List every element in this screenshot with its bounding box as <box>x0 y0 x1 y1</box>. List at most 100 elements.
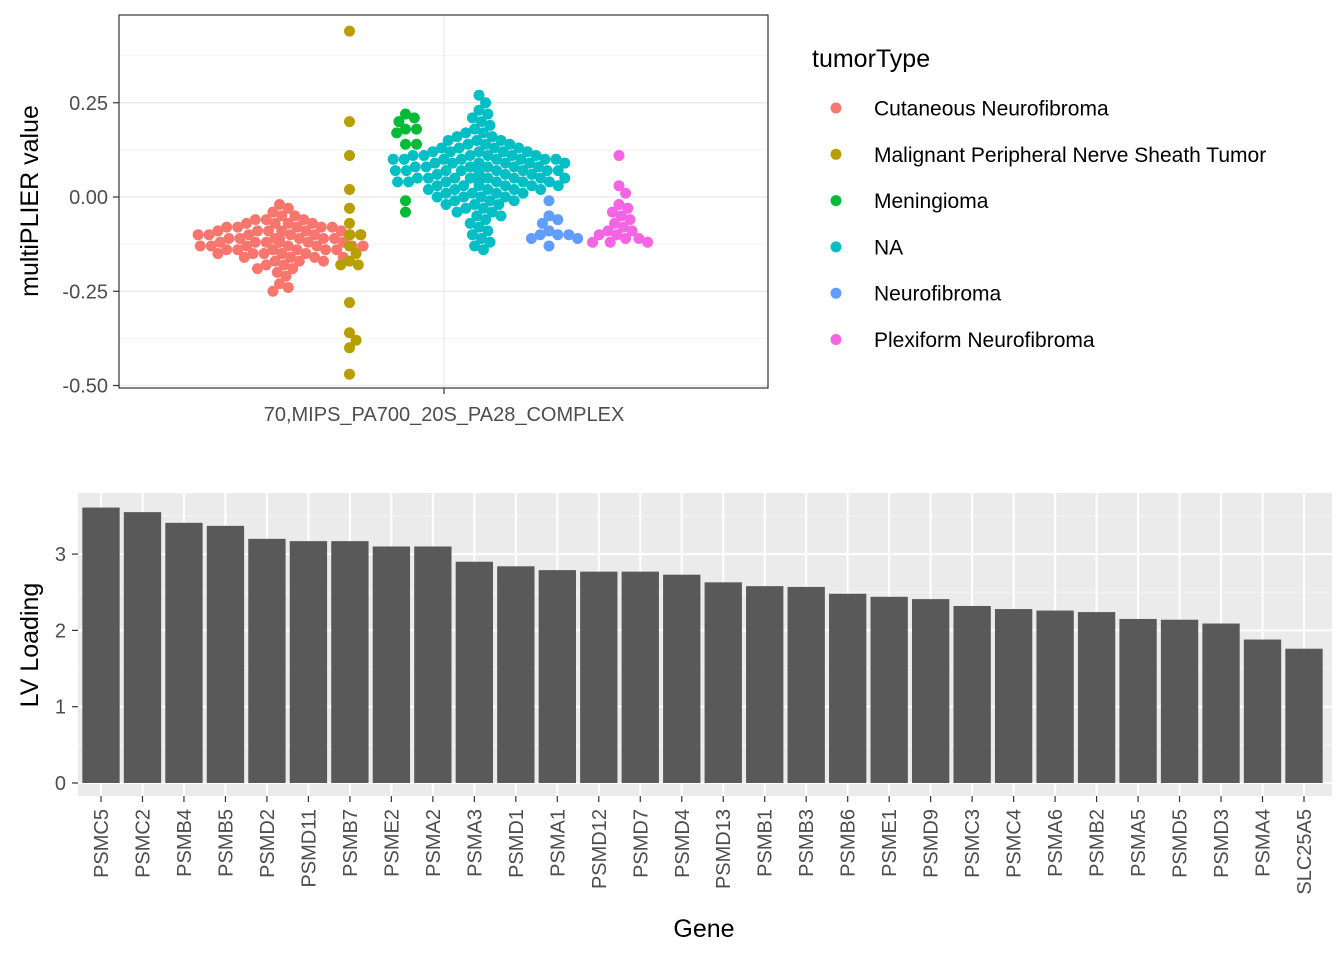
beeswarm-point <box>620 232 632 244</box>
beeswarm-point <box>543 225 555 237</box>
beeswarm-point <box>436 142 448 154</box>
beeswarm-point <box>344 25 355 37</box>
beeswarm-point <box>480 214 492 226</box>
beeswarm-point <box>400 195 411 207</box>
bar-x-tick-label: PSMD12 <box>589 809 611 889</box>
bar-y-tick-label: 2 <box>55 620 66 642</box>
beeswarm-point <box>482 225 494 237</box>
beeswarm-point <box>285 251 296 263</box>
beeswarm-point <box>539 153 551 165</box>
beeswarm-point <box>499 180 511 192</box>
beeswarm-point <box>232 221 244 233</box>
beeswarm-point <box>274 199 285 211</box>
bar-PSMB1 <box>746 586 784 783</box>
beeswarm-point <box>214 236 226 248</box>
bar-PSMB3 <box>787 586 825 783</box>
beeswarm-point <box>469 123 481 135</box>
beeswarm-point <box>620 187 632 199</box>
beeswarm-point <box>515 153 527 165</box>
beeswarm-point <box>484 195 496 207</box>
bar-x-axis-title: Gene <box>673 915 734 943</box>
beeswarm-point <box>315 221 327 233</box>
beeswarm-point <box>431 191 443 203</box>
bar-x-tick-label: PSMC5 <box>91 809 113 878</box>
beeswarm-point <box>440 165 452 177</box>
beeswarm-point <box>411 172 423 184</box>
bars <box>82 507 1323 783</box>
beeswarm-point <box>482 150 494 162</box>
bar-SLC25A5 <box>1285 648 1323 783</box>
beeswarm-point <box>344 327 355 339</box>
beeswarm-point <box>212 248 224 260</box>
beeswarm-point <box>604 236 616 248</box>
bar-x-tick-label: PSMD11 <box>298 809 320 888</box>
legend-label: Malignant Peripheral Nerve Sheath Tumor <box>874 144 1266 167</box>
beeswarm-point <box>269 255 281 267</box>
beeswarm-point <box>504 138 516 150</box>
beeswarm-point <box>552 165 564 177</box>
beeswarm-point <box>530 150 542 162</box>
bar-PSMB2 <box>1077 612 1116 783</box>
beeswarm-point <box>393 116 405 128</box>
bar-x-tick-label: PSMB3 <box>796 809 818 877</box>
beeswarm-point <box>278 259 290 271</box>
beeswarm-point <box>344 183 355 195</box>
beeswarm-point <box>331 244 343 256</box>
bar-x-tick-label: PSMD4 <box>672 809 694 878</box>
beeswarm-point <box>464 150 476 162</box>
beeswarm-point <box>238 251 250 263</box>
bar-PSMC2 <box>123 512 162 783</box>
beeswarm-point <box>469 199 481 211</box>
bar-PSME2 <box>372 546 411 783</box>
beeswarm-point <box>572 232 584 244</box>
beeswarm-y-tick-label: -0.25 <box>62 281 108 303</box>
beeswarm-point <box>499 157 511 169</box>
beeswarm-point <box>269 217 281 229</box>
beeswarm-point <box>203 229 215 241</box>
beeswarm-point <box>285 229 296 241</box>
legend-key <box>830 148 842 160</box>
beeswarm-point <box>302 236 314 248</box>
legend-label: Meningioma <box>874 190 989 213</box>
bar-x-tick-label: SLC25A5 <box>1294 809 1316 895</box>
beeswarm-point <box>480 97 492 109</box>
beeswarm-points <box>192 25 654 380</box>
beeswarm-point <box>422 172 434 184</box>
beeswarm-point <box>420 161 432 173</box>
beeswarm-point <box>344 229 355 241</box>
beeswarm-point <box>282 217 294 229</box>
beeswarm-point <box>400 108 411 120</box>
bar-PSMD9 <box>911 599 950 783</box>
beeswarm-point <box>403 176 415 188</box>
beeswarm-point <box>552 214 564 226</box>
beeswarm-point <box>493 199 505 211</box>
beeswarm-point <box>429 157 441 169</box>
beeswarm-point <box>344 255 355 267</box>
beeswarm-point <box>260 236 272 248</box>
beeswarm-point <box>355 229 366 241</box>
bar-y-tick-label: 3 <box>55 544 66 566</box>
beeswarm-point <box>475 116 487 128</box>
beeswarm-point <box>449 172 461 184</box>
beeswarm-y-tick-label: -0.50 <box>62 376 108 398</box>
legend-label: Cutaneous Neurofibroma <box>874 98 1109 121</box>
beeswarm-point <box>289 210 301 222</box>
bar-x-tick-label: PSMB4 <box>174 809 196 877</box>
bar-PSMD2 <box>248 538 286 783</box>
beeswarm-point <box>298 214 310 226</box>
bar-PSMA6 <box>1036 610 1074 783</box>
beeswarm-point <box>389 165 401 177</box>
bar-PSMD1 <box>497 566 535 783</box>
bar-PSMA4 <box>1243 639 1282 783</box>
beeswarm-point <box>563 229 575 241</box>
beeswarm-y-tick-label: 0.25 <box>69 93 108 115</box>
beeswarm-point <box>422 183 434 195</box>
bar-y-tick-label: 0 <box>55 773 66 795</box>
beeswarm-point <box>387 153 399 165</box>
beeswarm-point <box>521 146 533 158</box>
beeswarm-point <box>611 229 623 241</box>
beeswarm-point <box>473 168 485 180</box>
legend-label: NA <box>874 236 903 259</box>
bar-x-tick-label: PSMC2 <box>132 809 154 878</box>
beeswarm-point <box>400 138 411 150</box>
